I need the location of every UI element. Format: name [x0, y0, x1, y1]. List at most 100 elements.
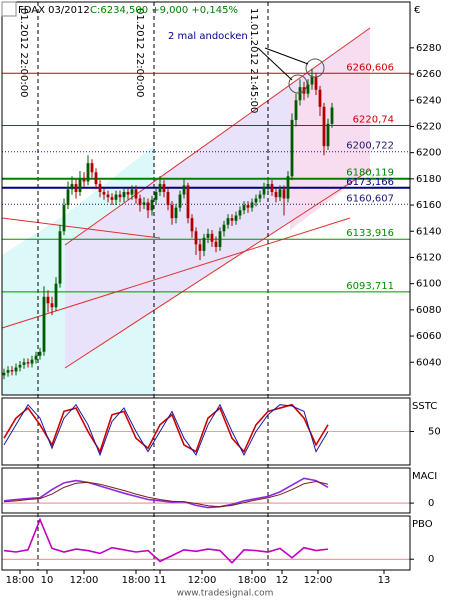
x-tick-label: 13 [378, 575, 391, 586]
candle-body [74, 184, 78, 192]
pane-frame [1, 397, 411, 466]
candle-body [262, 186, 266, 195]
chart-title: FDAX 03/2012 [18, 5, 90, 16]
trend-line [1, 217, 161, 239]
y-tick-label: 6180 [416, 174, 441, 185]
candle-body [234, 215, 238, 221]
candle-body [254, 198, 258, 203]
candle-body [62, 205, 66, 232]
candle-body [298, 87, 302, 101]
level-label: 6180,119 [346, 168, 394, 179]
candle-body [230, 218, 234, 221]
candle-body [278, 189, 282, 198]
indicator-line [3, 403, 329, 457]
x-tick-label: 12 [276, 575, 289, 586]
pane-title: SSTC [412, 401, 437, 412]
pane-frame [1, 1, 411, 396]
candle-body [154, 191, 158, 200]
currency: € [414, 5, 420, 16]
candle-body [206, 233, 210, 238]
candle-body [194, 231, 198, 245]
candle-body [330, 107, 334, 124]
candle-body [274, 191, 278, 198]
candle-body [202, 237, 206, 251]
x-tick-label: 10 [41, 575, 54, 586]
level-label: 6200,722 [346, 141, 394, 152]
candle-body [98, 184, 102, 192]
indicator-line [3, 480, 329, 508]
x-tick-label: 12:00 [70, 575, 99, 586]
x-tick-label: 11 [154, 575, 167, 586]
level-label: 6173,166 [346, 177, 394, 188]
candle-body [246, 205, 250, 208]
y-tick-label: 6140 [416, 226, 441, 237]
candle-body [270, 184, 274, 192]
chart-subtitle: C:6234,500 +9,000 +0,145% [90, 5, 238, 16]
arrow [257, 47, 293, 81]
y-tick-label: 6060 [416, 331, 441, 342]
candle-body [222, 224, 226, 232]
candle-body [42, 296, 46, 352]
annotation: 2 mal andocken [168, 31, 248, 42]
candle-body [30, 359, 34, 364]
trend-line [64, 169, 371, 369]
highlight-circle [305, 58, 325, 78]
candle-body [34, 355, 38, 360]
y-tick-label: 6280 [416, 43, 441, 54]
candle-body [66, 189, 70, 206]
candle-body [242, 205, 246, 211]
x-tick-label: 12:00 [188, 575, 217, 586]
candle-body [26, 362, 30, 364]
candle-body [150, 199, 154, 211]
y-tick-label: 6240 [416, 95, 441, 106]
candle-body [114, 194, 118, 200]
indicator-line [3, 403, 329, 454]
candle-body [306, 84, 310, 94]
level-label: 6160,607 [346, 193, 394, 204]
candle-body [78, 178, 82, 192]
candle-body [210, 233, 214, 242]
candle-body [182, 185, 186, 195]
candle-body [170, 205, 174, 219]
candle-body [146, 202, 150, 211]
candle-body [310, 76, 314, 85]
y-tick-label: 6040 [416, 357, 441, 368]
candle-body [266, 184, 270, 187]
x-tick-label: 18:00 [122, 575, 151, 586]
candle-body [70, 184, 74, 190]
highlight-circle [288, 74, 308, 94]
x-tick-label: 12:00 [304, 575, 333, 586]
y-tick-label: 0 [428, 554, 434, 565]
candle-body [2, 372, 6, 376]
level-label: 6093,711 [346, 281, 394, 292]
x-tick-label: 18:00 [6, 575, 35, 586]
candle-body [166, 191, 170, 206]
pane-title: PBO [412, 519, 433, 530]
menu-icon[interactable] [1, 1, 17, 17]
candle-body [86, 163, 90, 182]
candle-body [134, 189, 138, 199]
candle-body [290, 119, 294, 177]
x-tick-label: 18:00 [238, 575, 267, 586]
y-tick-label: 50 [428, 427, 441, 438]
candle-body [322, 106, 326, 147]
candle-body [50, 303, 54, 308]
y-tick-label: 6220 [416, 121, 441, 132]
candle-body [218, 231, 222, 247]
candle-body [190, 218, 194, 232]
candle-body [6, 370, 10, 373]
candle-body [214, 241, 218, 247]
candle-body [110, 197, 114, 200]
candle-body [286, 176, 290, 199]
candle-body [94, 172, 98, 185]
candle-body [314, 76, 318, 90]
candle-body [226, 218, 230, 225]
candle-body [10, 370, 14, 372]
session-label: 01.2012 22:00:00 [18, 8, 29, 97]
indicator-line [3, 517, 329, 564]
level-label: 6133,916 [346, 228, 394, 239]
y-tick-label: 6080 [416, 305, 441, 316]
candle-body [90, 163, 94, 173]
pane-title: MACI [412, 471, 437, 482]
candle-body [186, 185, 190, 219]
